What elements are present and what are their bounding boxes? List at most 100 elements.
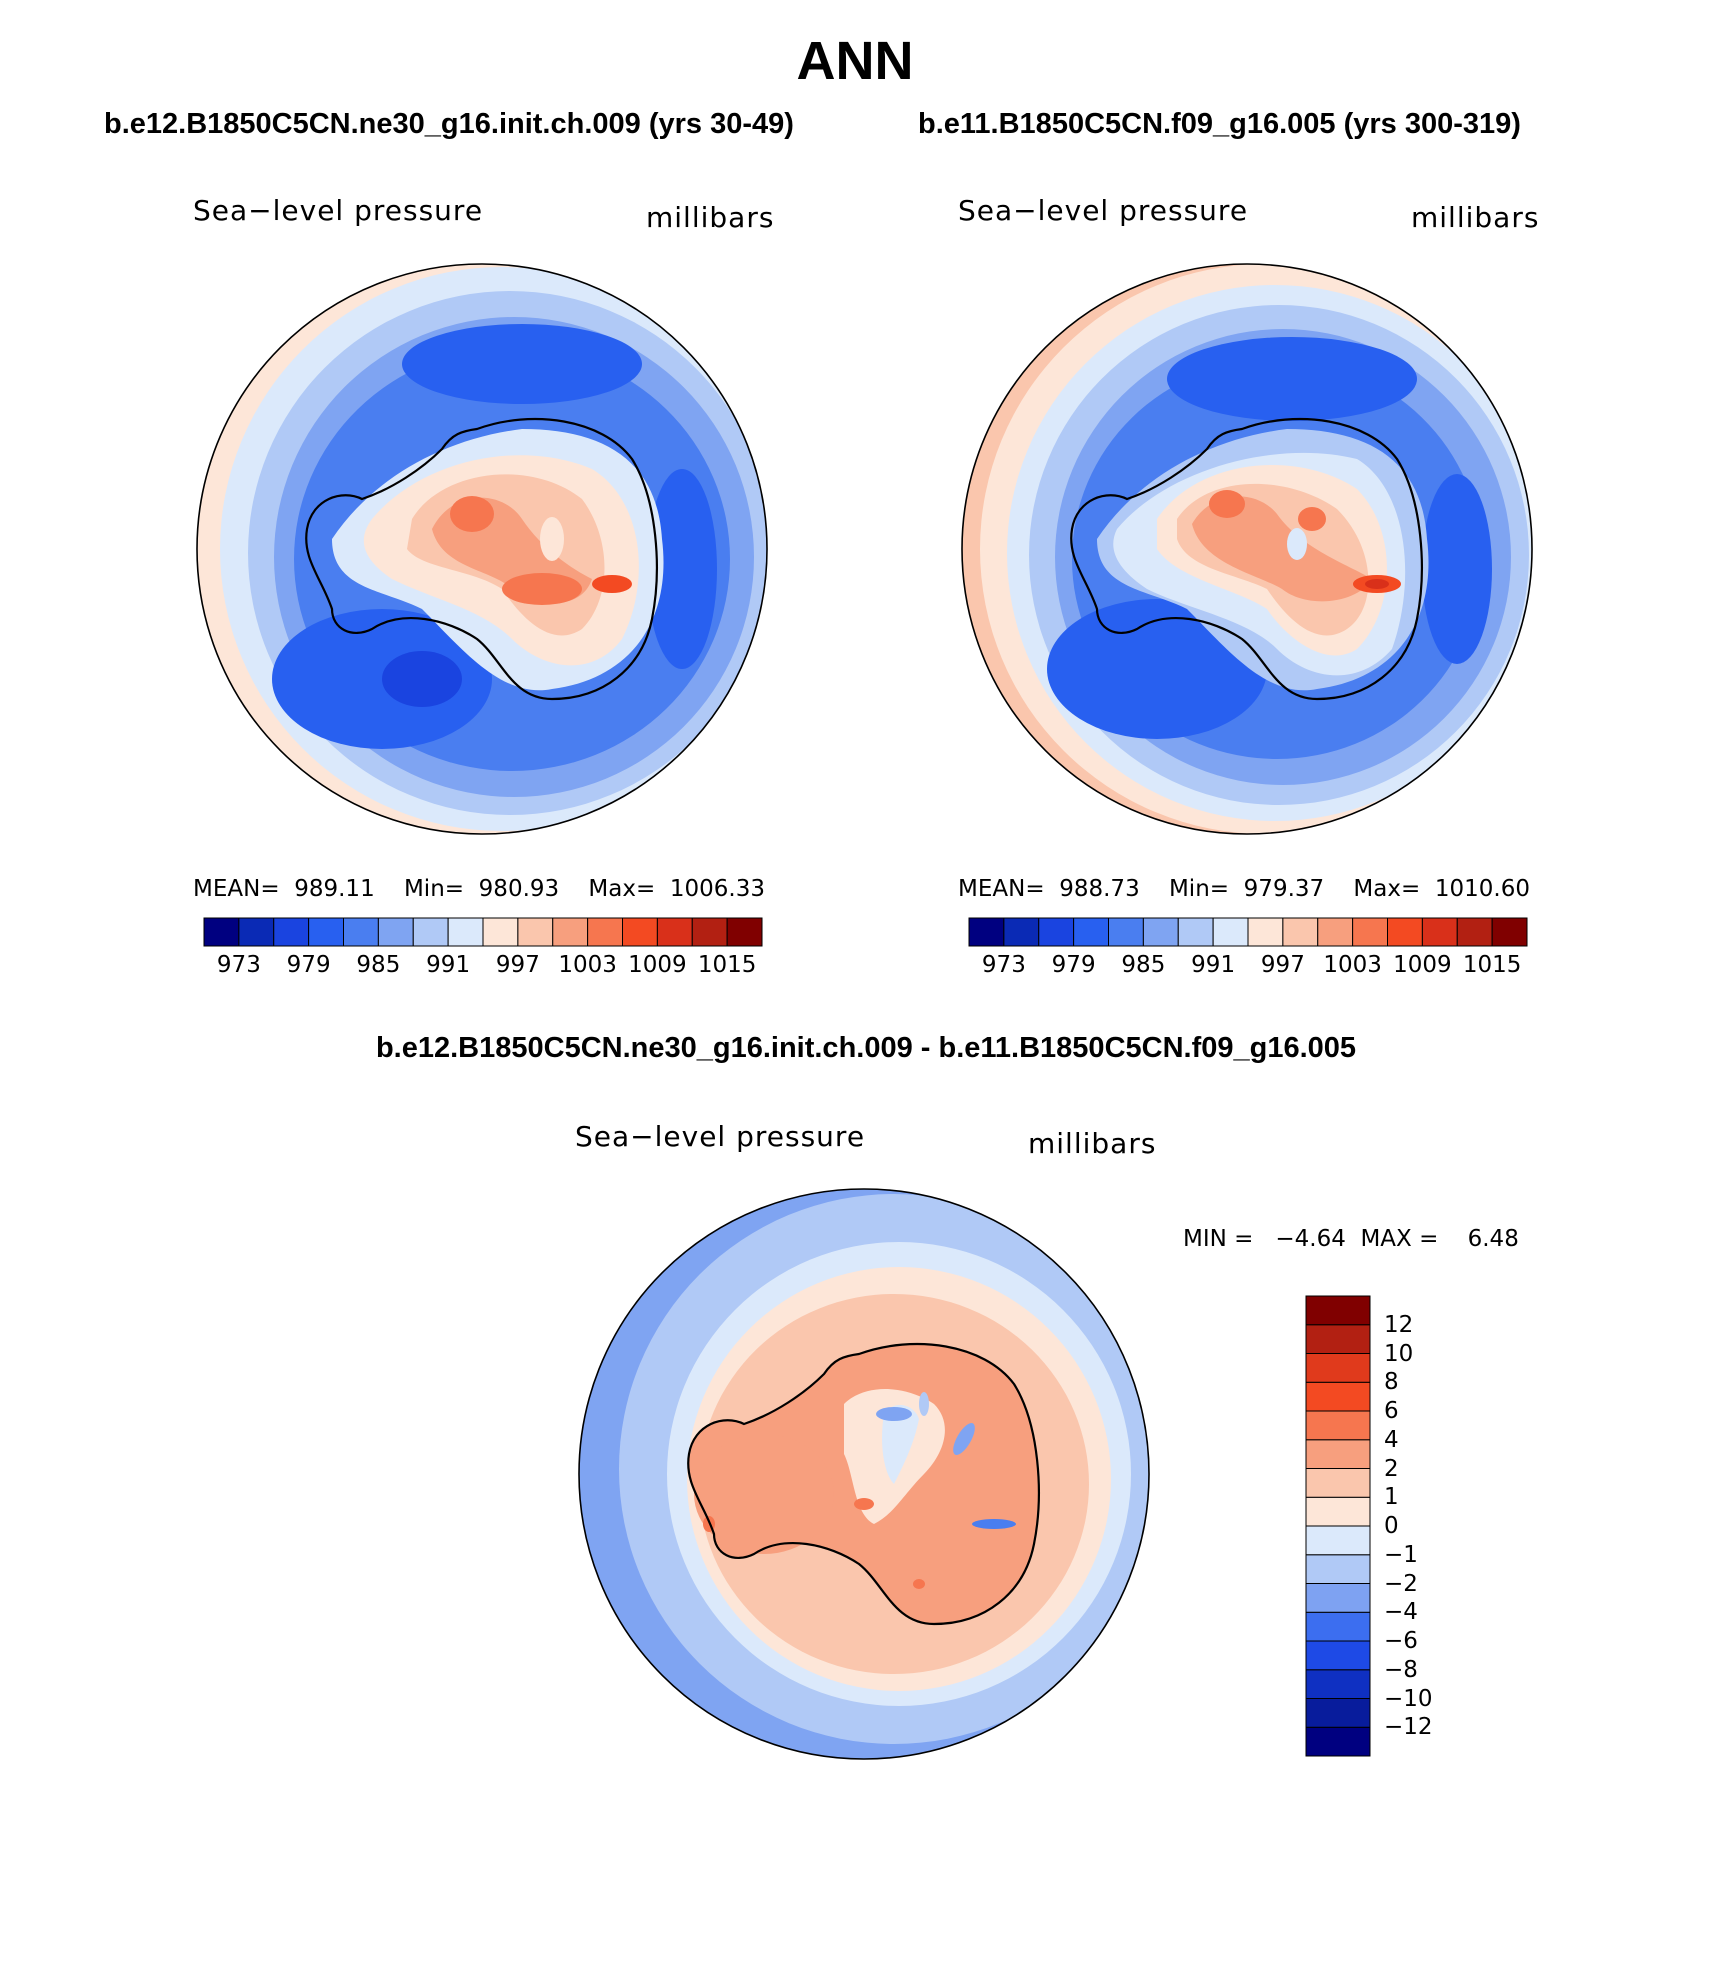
colorbar-tick-label: −1 (1384, 1541, 1418, 1568)
colorbar-tick-label: 997 (1260, 952, 1305, 978)
colorbar-swatch (1305, 1640, 1371, 1671)
colorbar-swatch (1108, 917, 1144, 947)
colorbar-swatch (238, 917, 275, 947)
panel-1-colorbar (203, 917, 763, 947)
colorbar-swatch (1305, 1496, 1371, 1527)
difference-variable-label: Sea−level pressure (575, 1120, 866, 1153)
colorbar-tick-label: 985 (356, 952, 401, 978)
colorbar-swatch (308, 917, 345, 947)
colorbar-swatch (1305, 1554, 1371, 1584)
panel-1-colorbar-ticks: 973 979 985 991 997 1003 1009 1015 (204, 952, 762, 982)
colorbar-tick-label: 979 (1051, 952, 1096, 978)
colorbar-swatch (1305, 1468, 1371, 1498)
colorbar-swatch (1305, 1611, 1371, 1642)
colorbar-swatch (203, 917, 240, 947)
colorbar-swatch (1456, 917, 1493, 947)
colorbar-swatch (1212, 917, 1249, 947)
colorbar-tick-label: −2 (1384, 1570, 1418, 1597)
colorbar-swatch (1305, 1381, 1371, 1412)
colorbar-swatch (968, 917, 1005, 947)
colorbar-tick-label: 1 (1384, 1484, 1399, 1511)
colorbar-swatch (1142, 917, 1179, 947)
colorbar-tick-label: −12 (1384, 1714, 1433, 1741)
colorbar-swatch (1247, 917, 1284, 947)
colorbar-tick-label: 991 (1191, 952, 1236, 978)
colorbar-tick-label: −8 (1384, 1656, 1418, 1683)
colorbar-tick-label: 0 (1384, 1513, 1399, 1539)
colorbar-tick-label: 10 (1384, 1340, 1414, 1367)
colorbar-tick-label: 12 (1384, 1311, 1414, 1338)
colorbar-swatch (1305, 1410, 1371, 1441)
colorbar-tick-label: 973 (981, 952, 1026, 978)
panel-1-map (196, 263, 768, 835)
colorbar-swatch (377, 917, 414, 947)
colorbar-swatch (691, 917, 728, 947)
colorbar-swatch (517, 917, 554, 947)
colorbar-tick-label: 991 (426, 952, 471, 978)
colorbar-tick-label: −4 (1384, 1599, 1418, 1626)
colorbar-swatch (1387, 917, 1423, 947)
colorbar-swatch (1352, 917, 1389, 947)
colorbar-tick-label: 2 (1384, 1455, 1399, 1482)
panel-1-variable-label: Sea−level pressure (193, 194, 484, 227)
difference-colorbar-ticks: 12 10 8 6 4 2 1 0 −1 −2 −4 −6 −8 −10 −12 (1384, 1296, 1464, 1756)
colorbar-swatch (412, 917, 449, 947)
colorbar-swatch (1491, 917, 1528, 947)
colorbar-swatch (622, 917, 658, 947)
panel-2-map (961, 263, 1533, 835)
colorbar-tick-label: 997 (495, 952, 540, 978)
colorbar-swatch (1305, 1698, 1371, 1728)
colorbar-tick-label: 1009 (1393, 952, 1452, 978)
colorbar-swatch (1073, 917, 1110, 947)
colorbar-tick-label: 1015 (697, 952, 757, 978)
colorbar-swatch (1282, 917, 1319, 947)
colorbar-tick-label: 6 (1384, 1398, 1399, 1424)
colorbar-swatch (273, 917, 310, 947)
figure-title: ANN (796, 31, 914, 91)
colorbar-swatch (1038, 917, 1075, 947)
difference-colorbar (1305, 1295, 1371, 1757)
colorbar-swatch (552, 917, 589, 947)
colorbar-swatch (1177, 917, 1214, 947)
colorbar-swatch (1305, 1525, 1371, 1556)
colorbar-swatch (1305, 1669, 1371, 1699)
colorbar-swatch (656, 917, 693, 947)
colorbar-tick-label: 4 (1384, 1426, 1399, 1453)
colorbar-swatch (482, 917, 519, 947)
colorbar-swatch (1305, 1295, 1371, 1326)
colorbar-swatch (1003, 917, 1040, 947)
colorbar-tick-label: 1003 (558, 952, 617, 978)
difference-map (578, 1188, 1150, 1760)
colorbar-tick-label: 1009 (628, 952, 687, 978)
colorbar-swatch (343, 917, 379, 947)
colorbar-tick-label: 979 (286, 952, 331, 978)
difference-minmax: MIN = −4.64 MAX = 6.48 (1183, 1226, 1519, 1252)
colorbar-swatch (1305, 1726, 1371, 1757)
colorbar-swatch (1317, 917, 1354, 947)
colorbar-swatch (1305, 1439, 1371, 1469)
colorbar-tick-label: −6 (1384, 1628, 1418, 1654)
panel-2-colorbar-ticks: 973 979 985 991 997 1003 1009 1015 (969, 952, 1527, 982)
colorbar-swatch (1305, 1583, 1371, 1613)
difference-units-label: millibars (1028, 1127, 1157, 1160)
panel-2-colorbar (968, 917, 1528, 947)
panel-2-title: b.e11.B1850C5CN.f09_g16.005 (yrs 300-319… (918, 108, 1521, 140)
panel-2-units-label: millibars (1411, 201, 1540, 234)
colorbar-tick-label: 985 (1121, 952, 1166, 978)
panel-1-stats: MEAN= 989.11 Min= 980.93 Max= 1006.33 (193, 876, 765, 902)
colorbar-tick-label: 1015 (1462, 952, 1522, 978)
panel-2-variable-label: Sea−level pressure (958, 194, 1249, 227)
panel-2-stats: MEAN= 988.73 Min= 979.37 Max= 1010.60 (958, 876, 1530, 902)
colorbar-swatch (447, 917, 484, 947)
colorbar-swatch (1305, 1324, 1371, 1354)
colorbar-swatch (1305, 1353, 1371, 1383)
colorbar-swatch (1421, 917, 1458, 947)
panel-1-units-label: millibars (646, 201, 775, 234)
colorbar-swatch (587, 917, 624, 947)
colorbar-tick-label: 973 (216, 952, 261, 978)
colorbar-tick-label: 1003 (1323, 952, 1382, 978)
colorbar-tick-label: −10 (1384, 1685, 1433, 1712)
panel-1-title: b.e12.B1850C5CN.ne30_g16.init.ch.009 (yr… (104, 108, 794, 140)
difference-title: b.e12.B1850C5CN.ne30_g16.init.ch.009 - b… (375, 1032, 1357, 1064)
colorbar-swatch (726, 917, 763, 947)
